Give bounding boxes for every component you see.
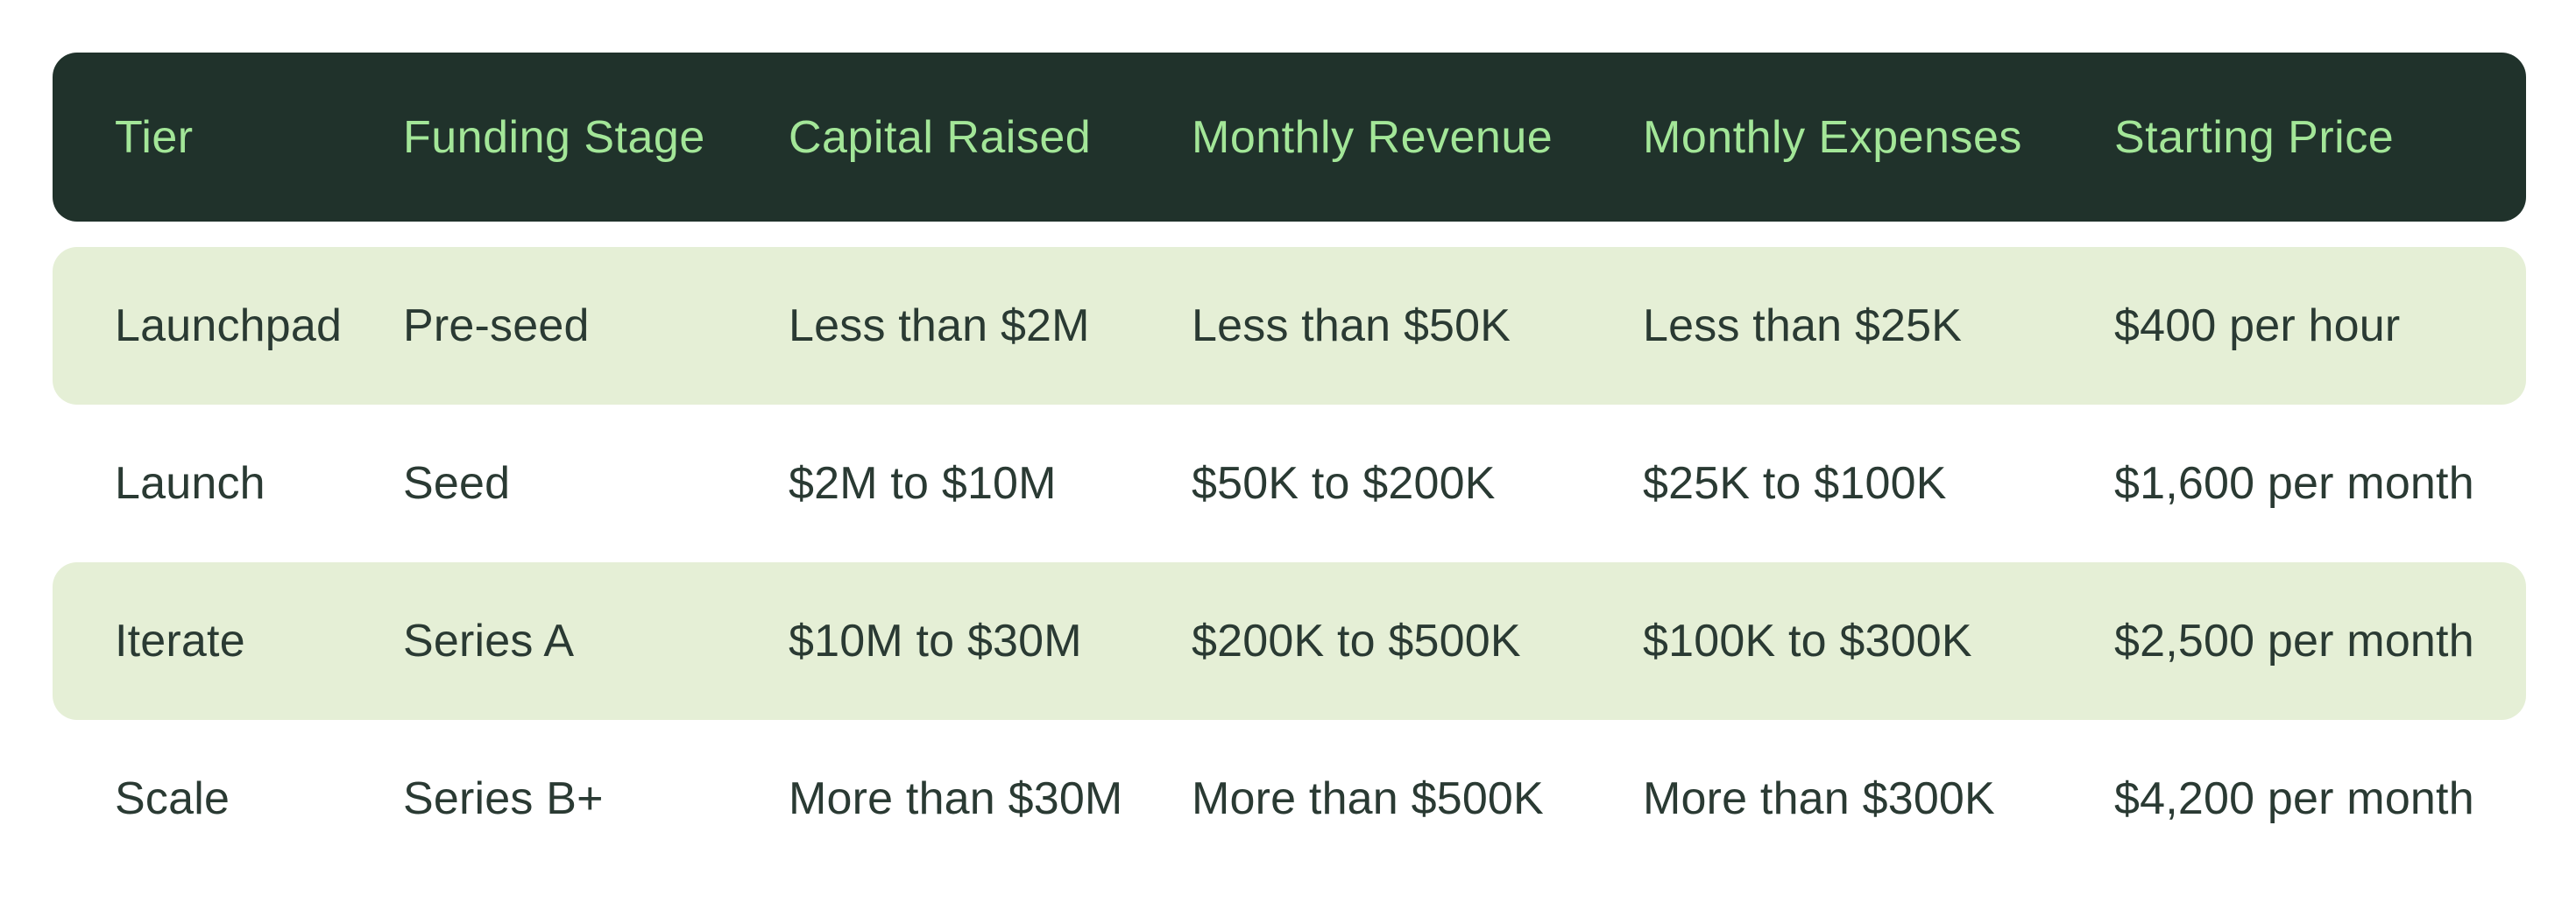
header-cell-capital-raised: Capital Raised: [789, 111, 1092, 163]
cell-capital-raised: More than $30M: [789, 773, 1123, 824]
cell-monthly-expenses: More than $300K: [1643, 773, 1995, 824]
cell-starting-price: $2,500 per month: [2114, 616, 2474, 667]
cell-tier: Launchpad: [115, 300, 343, 351]
cell-capital-raised: Less than $2M: [789, 300, 1090, 351]
cell-monthly-revenue: $200K to $500K: [1192, 616, 1521, 667]
cell-starting-price: $400 per hour: [2114, 300, 2401, 351]
cell-monthly-revenue: More than $500K: [1192, 773, 1544, 824]
cell-starting-price: $4,200 per month: [2114, 773, 2474, 824]
header-cell-starting-price: Starting Price: [2114, 111, 2395, 163]
cell-monthly-revenue: Less than $50K: [1192, 300, 1511, 351]
header-cell-tier: Tier: [115, 111, 194, 163]
cell-monthly-expenses: $25K to $100K: [1643, 458, 1947, 509]
pricing-table: Tier Funding Stage Capital Raised Monthl…: [53, 53, 2526, 878]
header-cell-funding-stage: Funding Stage: [403, 111, 705, 163]
cell-funding-stage: Series A: [403, 616, 575, 667]
header-cell-monthly-expenses: Monthly Expenses: [1643, 111, 2022, 163]
cell-starting-price: $1,600 per month: [2114, 458, 2474, 509]
cell-funding-stage: Seed: [403, 458, 511, 509]
cell-funding-stage: Pre-seed: [403, 300, 590, 351]
cell-tier: Iterate: [115, 616, 245, 667]
table-row-iterate: Iterate Series A $10M to $30M $200K to $…: [53, 562, 2526, 720]
cell-tier: Launch: [115, 458, 265, 509]
cell-funding-stage: Series B+: [403, 773, 604, 824]
cell-capital-raised: $10M to $30M: [789, 616, 1082, 667]
cell-monthly-revenue: $50K to $200K: [1192, 458, 1496, 509]
table-header-row: Tier Funding Stage Capital Raised Monthl…: [53, 53, 2526, 222]
cell-tier: Scale: [115, 773, 230, 824]
table-row-launch: Launch Seed $2M to $10M $50K to $200K $2…: [53, 405, 2526, 562]
cell-monthly-expenses: Less than $25K: [1643, 300, 1963, 351]
table-row-scale: Scale Series B+ More than $30M More than…: [53, 720, 2526, 878]
header-cell-monthly-revenue: Monthly Revenue: [1192, 111, 1553, 163]
cell-monthly-expenses: $100K to $300K: [1643, 616, 1972, 667]
table-row-launchpad: Launchpad Pre-seed Less than $2M Less th…: [53, 247, 2526, 405]
cell-capital-raised: $2M to $10M: [789, 458, 1057, 509]
